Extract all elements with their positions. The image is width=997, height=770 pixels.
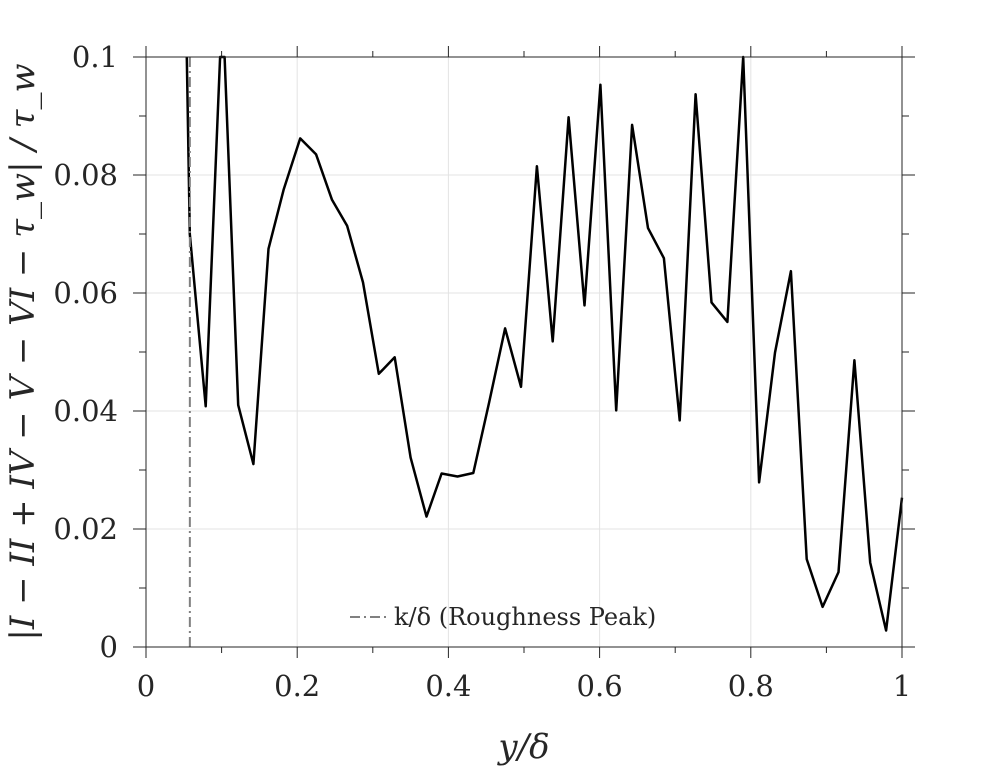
y-axis-label: |I − II + IV − V − VI − τ_w| / τ_w [3, 63, 43, 640]
y-tick-label: 0.06 [53, 276, 118, 310]
series-group [185, 55, 904, 647]
ticks [133, 46, 915, 658]
series-line [185, 55, 904, 632]
x-axis-label: y/δ [496, 727, 549, 767]
x-tick-labels: 0 0.2 0.4 0.6 0.8 1 [137, 669, 911, 703]
legend: k/δ (Roughness Peak) [350, 603, 656, 631]
y-tick-label: 0 [100, 630, 118, 664]
legend-label-roughness-peak: k/δ (Roughness Peak) [394, 603, 656, 631]
x-tick-label: 0.8 [728, 669, 774, 703]
y-tick-labels: 0 0.02 0.04 0.06 0.08 0.1 [53, 40, 118, 664]
y-tick-label: 0.04 [53, 394, 118, 428]
x-tick-label: 0.2 [274, 669, 320, 703]
x-tick-label: 0.6 [577, 669, 623, 703]
y-tick-label: 0.02 [53, 512, 118, 546]
x-tick-label: 0 [137, 669, 155, 703]
plot-box [145, 56, 903, 648]
y-tick-label: 0.08 [53, 158, 118, 192]
x-tick-label: 0.4 [425, 669, 471, 703]
y-tick-label: 0.1 [72, 40, 118, 74]
x-tick-label: 1 [893, 669, 911, 703]
grid [145, 56, 903, 648]
